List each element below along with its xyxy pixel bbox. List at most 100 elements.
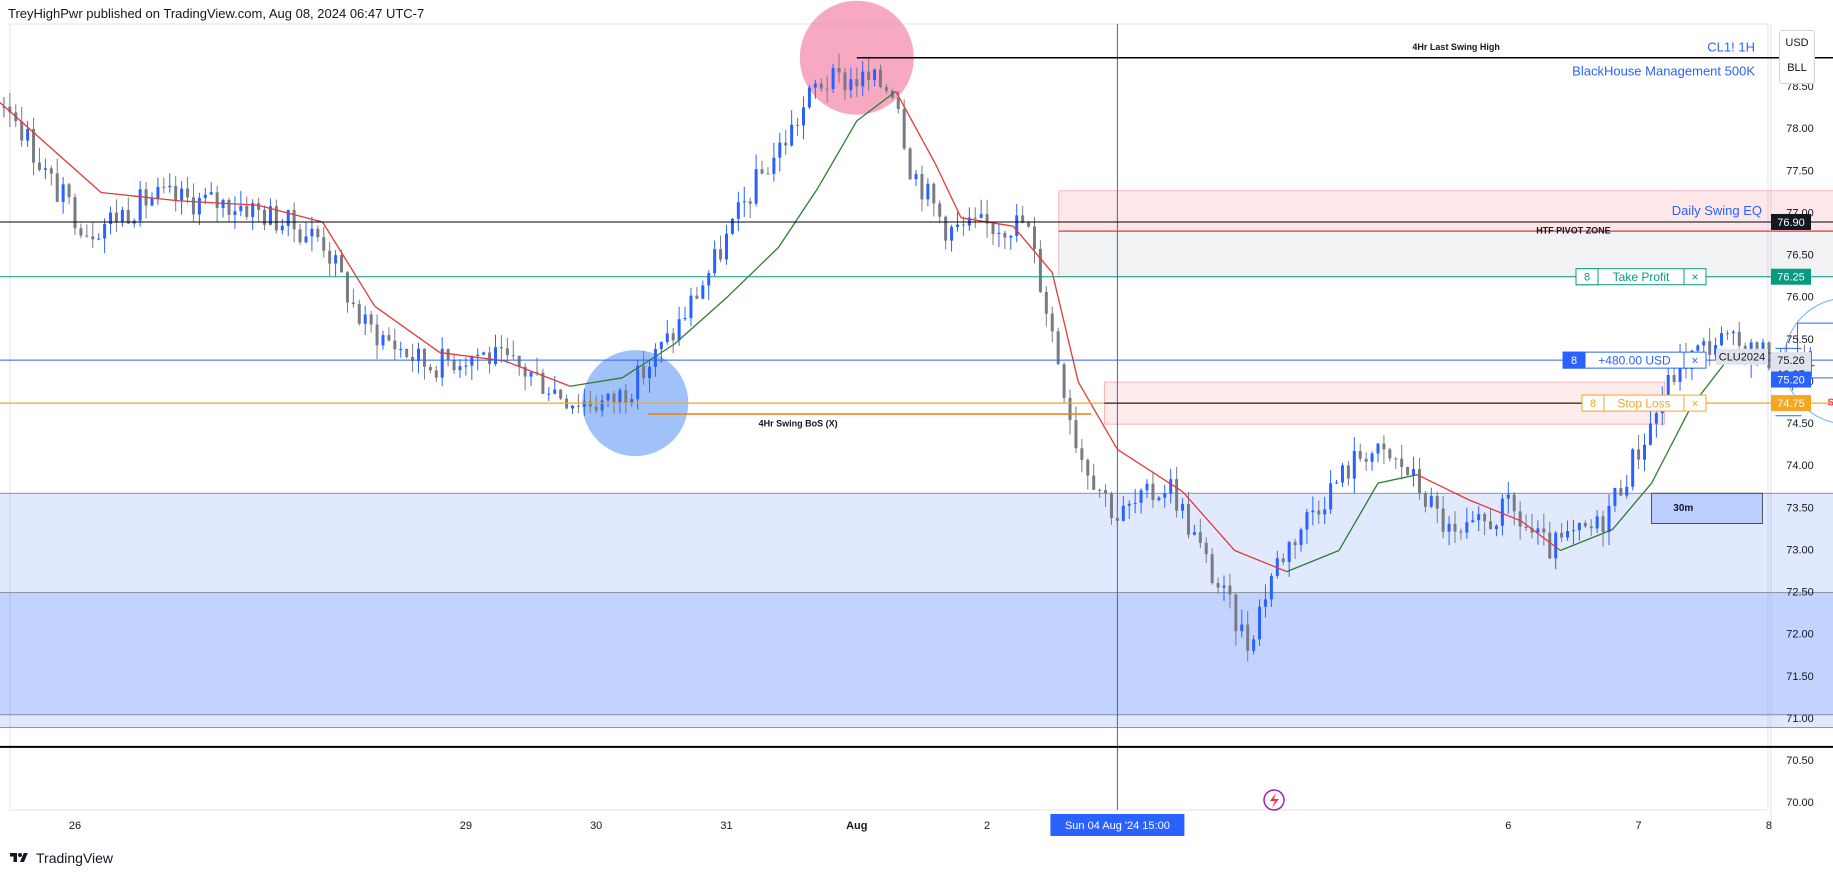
candle-199: [1056, 331, 1060, 365]
candle-147: [748, 201, 752, 204]
candle-237: [1281, 558, 1285, 563]
candle-166: [861, 71, 865, 87]
candle-94: [434, 370, 438, 378]
candle-314: [1737, 331, 1741, 346]
candle-204: [1086, 459, 1090, 476]
x-tick-7: 7: [1636, 820, 1642, 832]
candle-293: [1613, 487, 1617, 506]
candle-118: [576, 405, 580, 407]
candle-278: [1524, 526, 1528, 528]
candle-56: [209, 192, 213, 195]
candle-201: [1068, 397, 1072, 421]
eq-price-badge-text: 76.90: [1777, 217, 1805, 229]
take-profit-order-close-icon: ×: [1691, 270, 1698, 284]
position-order-qty: 8: [1571, 355, 1577, 367]
ema-segment-12: [673, 297, 727, 345]
candle-151: [772, 157, 776, 174]
candle-242: [1311, 510, 1315, 513]
candle-126: [624, 390, 628, 403]
zone-30m: [1651, 492, 1763, 524]
candle-195: [1032, 226, 1036, 249]
candle-51: [180, 188, 184, 201]
candle-213: [1139, 490, 1143, 503]
candle-37: [97, 238, 101, 240]
candle-131: [653, 349, 657, 367]
ema-segment-20: [1012, 225, 1053, 273]
candle-72: [304, 236, 308, 243]
candle-36: [91, 236, 95, 240]
candle-27: [37, 162, 41, 170]
candle-292: [1607, 505, 1611, 533]
candle-208: [1109, 493, 1113, 518]
candle-219: [1175, 479, 1179, 511]
bos-line-label: 4Hr Swing BoS (X): [759, 419, 838, 429]
candle-273: [1494, 525, 1498, 530]
y-tick-7: 73.50: [1786, 502, 1814, 514]
chart-title: CL1! 1H: [1707, 39, 1755, 54]
ema-segment-29: [1416, 474, 1470, 501]
candle-65: [263, 209, 267, 225]
candle-181: [950, 226, 954, 241]
candle-134: [671, 333, 675, 341]
candle-63: [251, 203, 255, 217]
candle-221: [1186, 503, 1190, 535]
candle-91: [417, 348, 421, 362]
candle-283: [1554, 532, 1558, 559]
candle-252: [1370, 453, 1374, 462]
candle-271: [1483, 514, 1487, 522]
candle-49: [168, 185, 172, 188]
candle-281: [1542, 528, 1546, 533]
y-tick-12: 76.00: [1786, 292, 1814, 304]
candle-246: [1335, 482, 1339, 484]
candle-71: [298, 229, 302, 243]
candle-119: [582, 401, 586, 407]
y-tick-11: 75.50: [1786, 334, 1814, 346]
candle-97: [452, 360, 456, 371]
bid-price-badge: [1771, 371, 1811, 388]
htf-pivot-zone: [1058, 190, 1833, 231]
htf-grey-zone: [1058, 229, 1833, 278]
symbol-tag-text: CLU2024: [1719, 352, 1765, 364]
candle-206: [1098, 489, 1102, 491]
candle-256: [1394, 458, 1398, 460]
ema-segment-22: [1077, 381, 1118, 450]
candle-144: [730, 218, 734, 234]
candle-108: [517, 355, 521, 367]
candle-54: [197, 197, 201, 215]
candle-103: [488, 352, 492, 365]
candle-266: [1453, 523, 1457, 532]
candle-143: [725, 233, 728, 260]
ema-segment-30: [1468, 499, 1522, 522]
ema-segment-1: [0, 101, 50, 147]
candle-76: [328, 250, 332, 264]
candle-73: [310, 228, 314, 237]
candle-247: [1340, 465, 1344, 483]
candle-163: [843, 72, 847, 91]
candle-82: [363, 314, 367, 324]
candle-47: [156, 186, 160, 198]
candle-192: [1015, 215, 1019, 236]
x-tick-8: 8: [1766, 820, 1772, 832]
lightning-icon: [1263, 789, 1285, 811]
take-profit-order-qty-box: [1575, 268, 1599, 286]
candle-187: [985, 214, 989, 224]
candle-255: [1388, 449, 1392, 459]
candle-296: [1631, 449, 1635, 487]
candle-67: [274, 206, 278, 231]
candle-35: [85, 235, 89, 237]
currency-unit-box[interactable]: USD BLL: [1779, 30, 1815, 84]
candle-110: [529, 372, 533, 377]
footer-brand[interactable]: TradingView: [8, 850, 113, 866]
candle-232: [1252, 639, 1256, 651]
candle-198: [1050, 313, 1054, 332]
candle-191: [1009, 235, 1013, 238]
candle-57: [215, 192, 219, 208]
y-tick-15: 77.50: [1786, 165, 1814, 177]
candle-80: [351, 302, 355, 305]
lightning-icon-ring: [1263, 789, 1285, 811]
candle-259: [1412, 469, 1416, 475]
candle-230: [1240, 624, 1244, 632]
candle-168: [873, 69, 877, 80]
position-order-text: +480.00 USD: [1598, 353, 1671, 367]
